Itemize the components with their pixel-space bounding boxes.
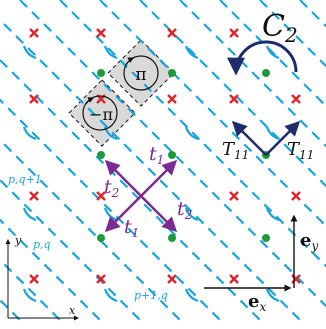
pi-flux-label: π <box>135 65 146 85</box>
flux-loop-minus-pi: −π <box>82 95 118 131</box>
dashed-arc <box>103 288 118 303</box>
ey-label: ey <box>300 230 318 253</box>
rotation-arrow-icon <box>227 40 298 76</box>
dot-site <box>97 151 105 159</box>
dashed-arc <box>265 207 280 222</box>
flux-plaquettes <box>68 39 175 147</box>
cross-site <box>29 28 39 38</box>
dashed-bond-line <box>59 0 326 268</box>
hop-arrow-lower-right <box>140 195 178 233</box>
c2-rotation: C2 <box>227 9 298 76</box>
cross-site <box>96 28 106 38</box>
minus-pi-flux-label: −π <box>89 105 113 124</box>
dashed-arc <box>265 45 280 60</box>
circulation-arrow-icon <box>125 57 135 66</box>
dashed-bond-line <box>179 0 326 148</box>
dot-site <box>168 69 176 77</box>
t1-t2-hoppings: t1 t2 t1 t2 <box>104 143 192 240</box>
dashed-bond-line <box>99 0 326 228</box>
flux-loop-pi: π <box>123 55 159 91</box>
cell-labels: p,q+1 p,q p+1,q <box>8 173 168 302</box>
dashed-bond-line <box>0 218 111 329</box>
dashed-arc <box>184 45 199 60</box>
dashed-bond-line <box>259 0 326 68</box>
c2-label: C2 <box>262 9 298 47</box>
t11-left-label: T11 <box>222 139 249 162</box>
dashed-arc <box>103 45 118 60</box>
coordinate-axes: y x <box>5 234 79 321</box>
flux-plaquette-minus-pi <box>68 79 136 147</box>
t11-right-arrow <box>265 120 301 156</box>
circulation-loop-icon <box>82 95 118 131</box>
dashed-arc <box>265 288 280 303</box>
cell-label-p-q: p,q <box>33 238 51 251</box>
hop-arrow-upper-left <box>104 159 142 197</box>
cross-site <box>96 191 106 201</box>
circulation-arrow-icon <box>85 97 95 105</box>
t11-left-arrow <box>231 120 267 156</box>
cross-site <box>167 94 177 104</box>
t11-right-label: T11 <box>287 139 314 162</box>
dashed-arc <box>184 126 199 141</box>
y-axis-label: y <box>14 234 22 247</box>
x-axis-label: x <box>69 304 76 317</box>
dashed-bond-line <box>0 258 71 329</box>
cross-site <box>291 191 301 201</box>
dashed-arc <box>184 207 199 222</box>
dashed-arc <box>103 126 118 141</box>
dot-site <box>262 234 270 242</box>
dashed-arc <box>22 288 37 303</box>
t11-hoppings: T11 T11 <box>222 120 314 162</box>
cross-site <box>167 28 177 38</box>
t1-bottom-label: t1 <box>124 216 139 240</box>
dashed-bond-line <box>299 0 326 28</box>
dashed-bond-line <box>139 0 326 188</box>
dashed-bond-line <box>19 0 326 308</box>
cross-site <box>229 191 239 201</box>
dashed-bond-line <box>0 98 231 329</box>
cross-site <box>96 274 106 284</box>
cell-label-p-q1: p,q+1 <box>8 173 42 186</box>
cross-site <box>229 94 239 104</box>
t2-right-label: t2 <box>177 198 192 222</box>
cross-site <box>29 94 39 104</box>
cross-site <box>229 274 239 284</box>
ex-label: ex <box>248 291 266 314</box>
dot-site <box>97 69 105 77</box>
t2-left-label: t2 <box>104 176 119 200</box>
dashed-arc <box>22 45 37 60</box>
dot-site <box>262 69 270 77</box>
dot-site <box>97 234 105 242</box>
hop-arrow-upper-right <box>140 159 178 197</box>
cell-label-p1-q: p+1,q <box>134 289 168 302</box>
dot-site <box>168 151 176 159</box>
dashed-arc <box>22 207 37 222</box>
circulation-loop-icon <box>123 55 159 91</box>
t1-top-label: t1 <box>149 143 164 167</box>
dashed-bond-line <box>0 18 311 329</box>
hop-arrow-lower-left <box>104 195 142 233</box>
cross-site <box>291 94 301 104</box>
cross-site <box>29 274 39 284</box>
cross-site <box>167 274 177 284</box>
lattice-vectors: ex ey <box>204 214 318 314</box>
dashed-arc <box>184 288 199 303</box>
dashed-arc <box>22 126 37 141</box>
dot-site <box>168 234 176 242</box>
cross-site <box>29 191 39 201</box>
cross-site <box>229 28 239 38</box>
dashed-arc <box>265 126 280 141</box>
